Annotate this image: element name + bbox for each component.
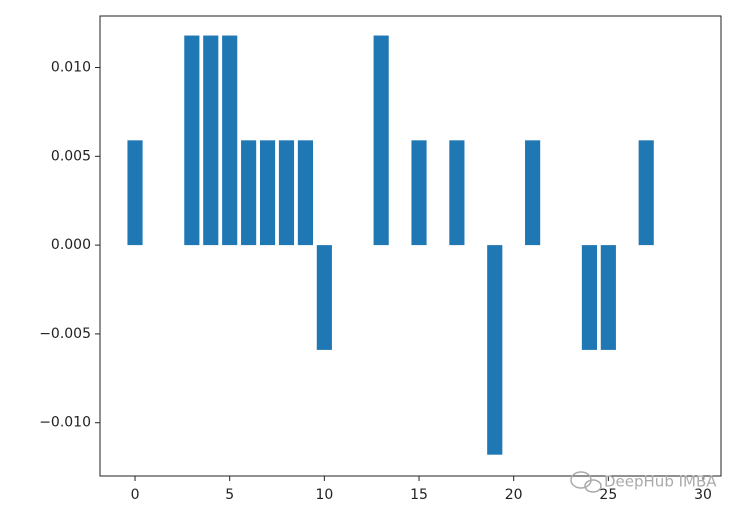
bar: [411, 140, 427, 246]
bar: [316, 245, 332, 350]
y-tick-label: 0.005: [51, 148, 91, 164]
bar: [581, 245, 597, 350]
bar: [259, 140, 276, 246]
bar: [203, 35, 219, 246]
bar: [487, 245, 503, 455]
watermark: DeepHub IMBA: [604, 473, 717, 491]
x-tick-label: 10: [315, 487, 333, 503]
y-tick-label: 0.000: [51, 237, 91, 253]
bar: [638, 140, 654, 246]
x-tick-label: 5: [225, 487, 234, 503]
bar: [278, 140, 295, 246]
bar: [373, 35, 389, 246]
bar: [525, 140, 541, 246]
bar: [127, 140, 143, 246]
x-tick-label: 0: [131, 487, 140, 503]
y-tick-label: 0.010: [51, 60, 91, 76]
y-tick-label: −0.010: [39, 415, 91, 431]
bar: [449, 140, 465, 246]
bar: [222, 35, 238, 246]
x-tick-label: 30: [694, 487, 712, 503]
plot-frame: [99, 15, 722, 477]
bar: [297, 140, 313, 246]
watermark-icon: [570, 471, 602, 493]
bar: [600, 245, 616, 350]
x-tick-label: 25: [599, 487, 617, 503]
bar: [184, 35, 200, 246]
x-tick-label: 20: [505, 487, 523, 503]
x-tick-label: 15: [410, 487, 428, 503]
y-tick-label: −0.005: [39, 326, 91, 342]
bar: [241, 140, 257, 246]
